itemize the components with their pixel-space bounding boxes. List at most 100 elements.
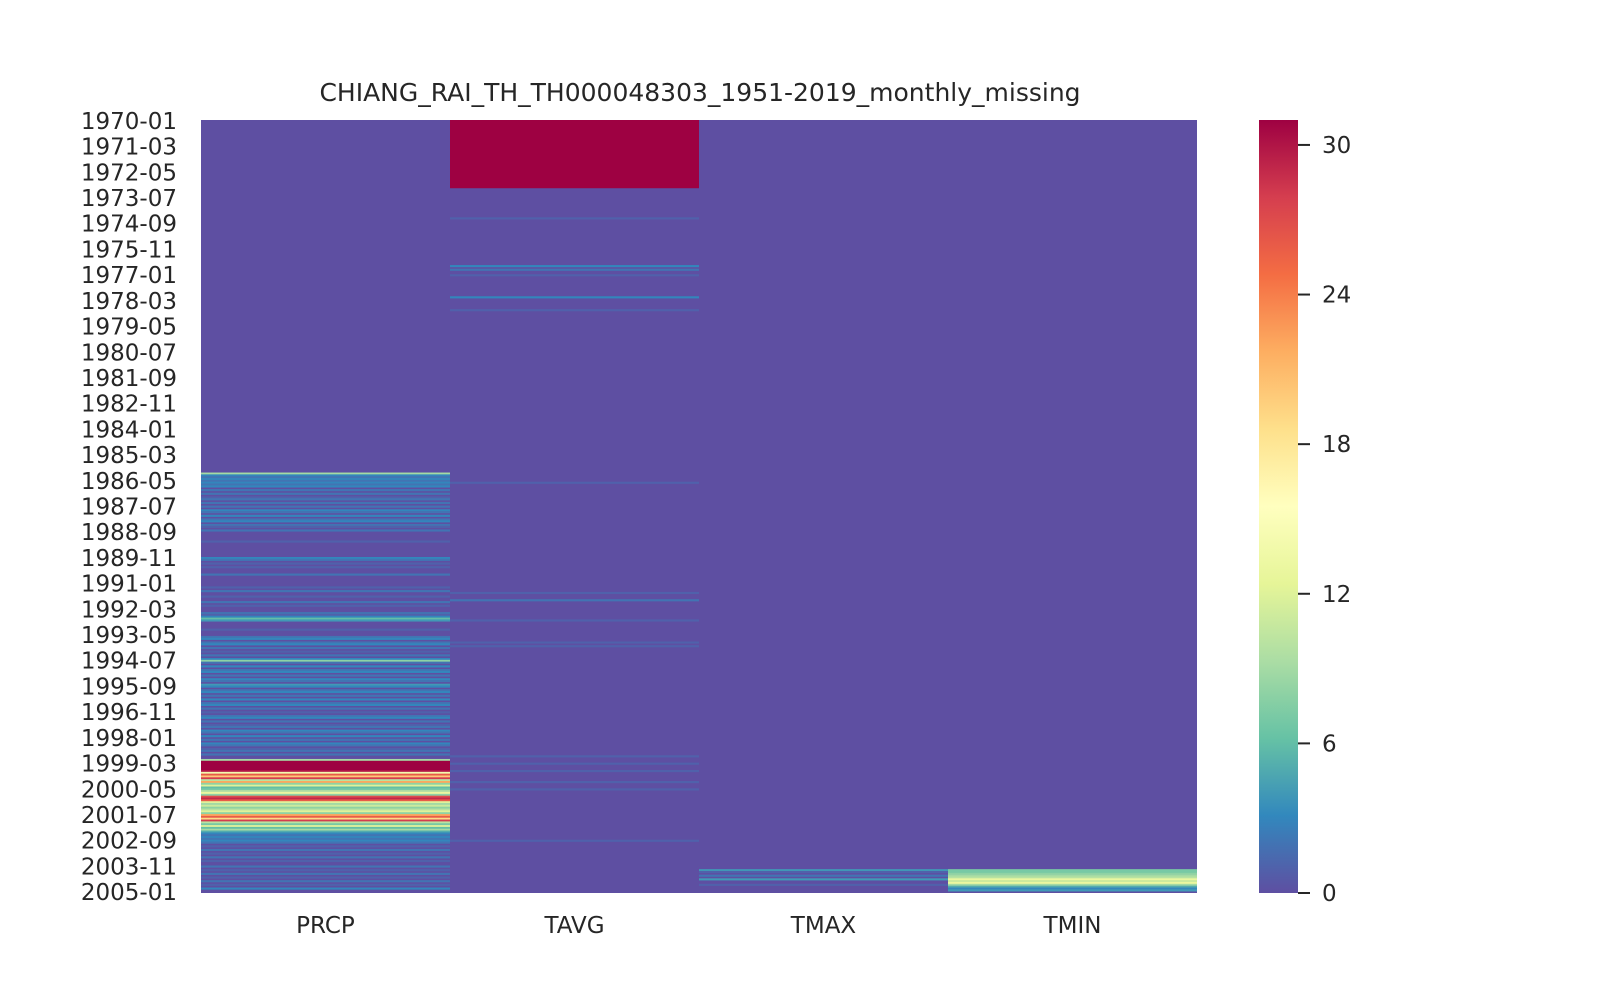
heatmap-cell xyxy=(201,859,450,863)
colorbar-tick-label: 0 xyxy=(1322,881,1337,907)
heatmap-cell xyxy=(201,836,450,839)
heatmap-cell xyxy=(201,661,450,664)
heatmap-cell xyxy=(201,641,450,644)
heatmap-cell xyxy=(201,562,450,565)
heatmap-cell xyxy=(201,509,450,512)
heatmap-cell xyxy=(450,274,699,277)
heatmap-cell xyxy=(201,725,450,729)
heatmap-cell xyxy=(201,703,450,707)
heatmap-cell xyxy=(201,771,450,774)
heatmap-cell xyxy=(201,869,450,872)
heatmap-cell xyxy=(201,635,450,639)
heatmap-cell xyxy=(450,599,699,602)
heatmap-cell xyxy=(201,518,450,521)
heatmap-cell xyxy=(201,852,450,855)
heatmap-cell xyxy=(201,792,450,795)
heatmap-cell xyxy=(948,876,1197,879)
heatmap-cell xyxy=(201,657,450,661)
heatmap-cell xyxy=(201,880,450,883)
heatmap-cell xyxy=(201,525,450,528)
heatmap-cell xyxy=(948,874,1197,877)
heatmap-cell xyxy=(201,613,450,617)
heatmap-cell xyxy=(201,784,450,787)
heatmap-cell xyxy=(201,724,450,727)
heatmap-cell xyxy=(201,821,450,824)
heatmap-cell xyxy=(201,812,450,815)
heatmap-cell xyxy=(450,780,699,784)
heatmap-cell xyxy=(201,659,450,662)
colorbar-ticks: 0 6 12 18 24 30 xyxy=(1298,133,1351,907)
heatmap-cell xyxy=(201,788,450,791)
heatmap-cell xyxy=(201,782,450,785)
heatmap-cell xyxy=(450,296,699,299)
heatmap-cell xyxy=(450,769,699,773)
heatmap-cell xyxy=(201,501,450,505)
heatmap-cell xyxy=(201,828,450,831)
y-tick-label: 1978-03 xyxy=(81,289,177,315)
heatmap-cell xyxy=(201,678,450,681)
heatmap-cell xyxy=(201,483,450,486)
heatmap-cell xyxy=(201,711,450,714)
heatmap-cell xyxy=(450,309,699,312)
heatmap-cell xyxy=(201,496,450,499)
y-tick-label: 1992-03 xyxy=(81,597,177,623)
heatmap-cell xyxy=(201,729,450,732)
colorbar-tick-label: 24 xyxy=(1322,283,1351,309)
heatmap-cell xyxy=(201,786,450,789)
heatmap-cell xyxy=(201,817,450,820)
heatmap-cell xyxy=(201,815,450,819)
heatmap-cell xyxy=(201,590,450,593)
heatmap-cell xyxy=(948,878,1197,881)
heatmap-cell xyxy=(450,839,699,842)
y-tick-label: 1988-09 xyxy=(81,520,177,546)
heatmap-column-tmin xyxy=(948,120,1197,893)
y-tick-label: 1979-05 xyxy=(81,315,177,341)
colorbar-tick-label: 6 xyxy=(1322,731,1337,757)
heatmap-cell xyxy=(201,814,450,817)
colorbar-tick-label: 18 xyxy=(1322,432,1351,458)
heatmap-cell xyxy=(948,872,1197,875)
heatmap-cell xyxy=(201,773,450,776)
y-tick-label: 1974-09 xyxy=(81,212,177,238)
heatmap-cell xyxy=(201,749,450,752)
heatmap-cell xyxy=(201,478,450,481)
heatmap-cell xyxy=(450,641,699,644)
y-tick-label: 1971-03 xyxy=(81,135,177,161)
heatmap-cell xyxy=(201,643,450,646)
heatmap-cell xyxy=(201,779,450,782)
heatmap-cell xyxy=(201,665,450,668)
heatmap-cell xyxy=(201,702,450,705)
heatmap-cell xyxy=(201,716,450,719)
heatmap-cell xyxy=(201,674,450,677)
heatmap-cell xyxy=(201,498,450,501)
y-tick-label: 1984-01 xyxy=(81,417,177,443)
y-tick-label: 1981-09 xyxy=(81,366,177,392)
heatmap-cell xyxy=(450,762,699,765)
heatmap-cell xyxy=(201,810,450,813)
heatmap-cell xyxy=(201,628,450,631)
heatmap-cell xyxy=(201,808,450,811)
heatmap-cell xyxy=(201,803,450,806)
heatmap-cell xyxy=(201,819,450,822)
heatmap-cell xyxy=(201,489,450,492)
heatmap-cell xyxy=(450,217,699,220)
heatmap-cell xyxy=(201,825,450,828)
y-tick-label: 2005-01 xyxy=(81,880,177,906)
x-tick-label: PRCP xyxy=(296,913,355,939)
heatmap-cell xyxy=(201,823,450,826)
heatmap-cell xyxy=(201,834,450,837)
heatmap-cell xyxy=(201,637,450,640)
heatmap-cell xyxy=(201,698,450,701)
heatmap-cell xyxy=(201,479,450,483)
heatmap-cell xyxy=(201,595,450,598)
heatmap-cell xyxy=(201,738,450,741)
heatmap-cell xyxy=(201,790,450,793)
heatmap-cell xyxy=(948,880,1197,883)
heatmap-cell xyxy=(201,558,450,561)
heatmap-cell xyxy=(201,694,450,697)
heatmap-cell xyxy=(201,707,450,710)
heatmap-cell xyxy=(201,511,450,514)
y-tick-label: 1999-03 xyxy=(81,752,177,778)
heatmap-cell xyxy=(948,889,1197,892)
